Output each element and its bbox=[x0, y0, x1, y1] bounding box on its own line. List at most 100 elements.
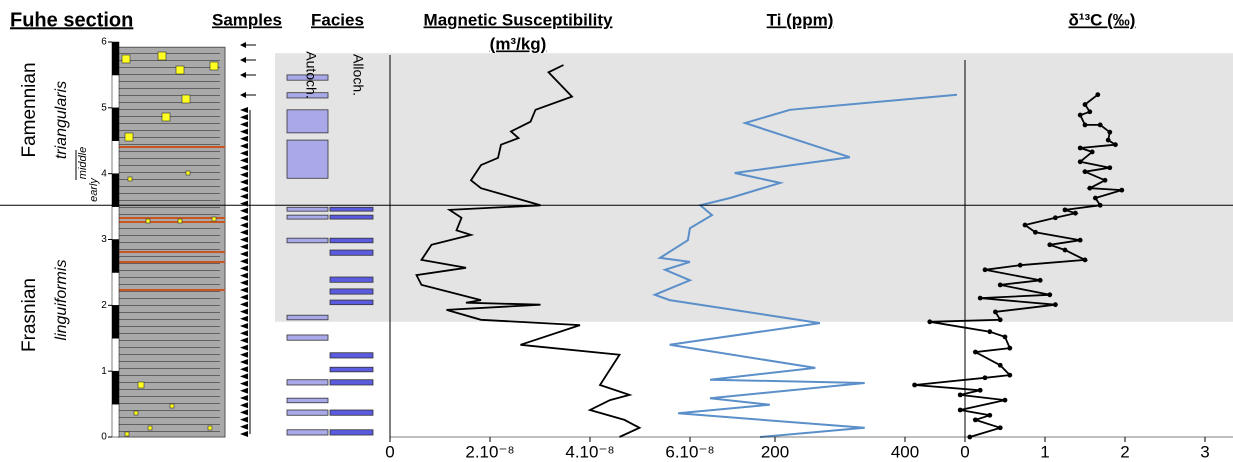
bed-line bbox=[117, 233, 220, 236]
sample-arrow-head bbox=[240, 423, 248, 430]
x-tick-label: 2 bbox=[1120, 442, 1129, 461]
data-point bbox=[1033, 229, 1038, 235]
sample-arrow-head bbox=[240, 380, 248, 387]
facies-box bbox=[286, 429, 329, 436]
facies-box bbox=[286, 237, 329, 244]
zone-label: linguiformis bbox=[53, 260, 70, 341]
data-point bbox=[1002, 334, 1008, 340]
sample-arrow-head bbox=[240, 57, 246, 63]
data-point bbox=[997, 425, 1003, 431]
data-point bbox=[1073, 210, 1078, 216]
bed-line bbox=[117, 254, 220, 257]
bed-line bbox=[117, 373, 220, 376]
facies-box bbox=[329, 249, 374, 256]
profile-line bbox=[652, 93, 958, 438]
y-tick-label: 3 bbox=[101, 234, 107, 245]
facies-box bbox=[286, 334, 329, 341]
y-tick-label: 5 bbox=[101, 102, 107, 113]
sample-arrow-head bbox=[240, 315, 248, 322]
data-point bbox=[1102, 177, 1108, 183]
sample-arrow-head bbox=[240, 359, 248, 365]
facies-box bbox=[286, 314, 329, 321]
profile-line bbox=[415, 64, 642, 438]
bed-line bbox=[117, 366, 220, 369]
scale-bar bbox=[111, 74, 120, 109]
data-point bbox=[1077, 159, 1083, 165]
data-point bbox=[1107, 129, 1113, 135]
pyrite bbox=[207, 425, 213, 431]
sample-arrow-head bbox=[240, 171, 248, 178]
data-point bbox=[1077, 237, 1083, 243]
pyrite bbox=[175, 65, 185, 75]
pyrite bbox=[124, 132, 134, 142]
sample-arrow-head bbox=[240, 150, 248, 157]
sample-arrow-head bbox=[240, 351, 248, 358]
bed-line bbox=[117, 226, 220, 229]
data-point bbox=[1053, 302, 1058, 308]
sample-arrow-head bbox=[240, 395, 248, 401]
bed-line bbox=[117, 191, 220, 194]
sample-arrow-head bbox=[240, 107, 248, 113]
bed-line bbox=[117, 247, 220, 250]
bed-line bbox=[117, 387, 220, 390]
background-layer bbox=[275, 53, 1233, 322]
pyrite bbox=[127, 176, 133, 182]
stage-label: Frasnian bbox=[19, 278, 40, 352]
sample-arrow-head bbox=[240, 164, 248, 171]
data-point bbox=[1002, 397, 1008, 403]
facies-box bbox=[286, 92, 329, 99]
x-tick-label: 1 bbox=[1040, 442, 1049, 461]
data-point bbox=[993, 309, 998, 315]
scale-bar bbox=[111, 338, 120, 372]
data-point bbox=[1105, 137, 1111, 143]
bed-line bbox=[117, 401, 220, 404]
x-tick-label: 4.10⁻⁸ bbox=[565, 442, 614, 461]
bed-line bbox=[117, 163, 220, 166]
bed-line bbox=[117, 282, 220, 285]
bed-line bbox=[117, 359, 220, 362]
x-tick-label: 3 bbox=[1200, 442, 1209, 461]
sample-arrow-head bbox=[240, 366, 248, 373]
facies-box bbox=[329, 276, 374, 283]
carbon-title: δ¹³C (‰) bbox=[1069, 10, 1136, 29]
data-point bbox=[1119, 187, 1125, 193]
stage-label: Famennian bbox=[19, 62, 40, 157]
data-point bbox=[1047, 292, 1053, 298]
sample-arrow-head bbox=[240, 258, 248, 265]
bed-line bbox=[117, 380, 220, 383]
pyrite bbox=[124, 431, 130, 437]
bed-line bbox=[117, 205, 220, 208]
scale-bar bbox=[111, 305, 120, 339]
facies-box bbox=[329, 299, 374, 306]
data-point bbox=[957, 407, 963, 413]
data-point bbox=[1093, 195, 1098, 201]
data-point bbox=[1087, 185, 1093, 191]
pyrite bbox=[157, 51, 167, 61]
magsus-unit: (m³/kg) bbox=[490, 34, 547, 53]
bed-line bbox=[117, 303, 220, 306]
sample-arrow-head bbox=[240, 287, 248, 293]
facies-box bbox=[286, 109, 329, 134]
sample-arrow-head bbox=[240, 135, 248, 142]
sample-arrow-head bbox=[240, 207, 248, 214]
pyrite bbox=[147, 425, 153, 431]
sample-arrow-head bbox=[240, 308, 248, 315]
data-point bbox=[1053, 215, 1058, 221]
data-point bbox=[1089, 149, 1095, 155]
sample-arrow-head bbox=[240, 337, 248, 344]
bed-line bbox=[117, 394, 220, 397]
facies-legend: Autoch. bbox=[303, 51, 319, 98]
sample-arrow-head bbox=[240, 215, 248, 221]
scale-bar bbox=[111, 173, 120, 207]
bed-line bbox=[117, 65, 220, 68]
section-title: Fuhe section bbox=[10, 9, 133, 31]
data-point bbox=[1077, 112, 1083, 118]
bed-line bbox=[117, 128, 220, 131]
facies-title: Facies bbox=[311, 10, 364, 29]
data-point bbox=[1087, 109, 1093, 115]
bed-line bbox=[117, 142, 220, 145]
sample-arrow-head bbox=[240, 323, 248, 329]
facies-box bbox=[329, 429, 374, 436]
facies-box bbox=[329, 352, 374, 359]
